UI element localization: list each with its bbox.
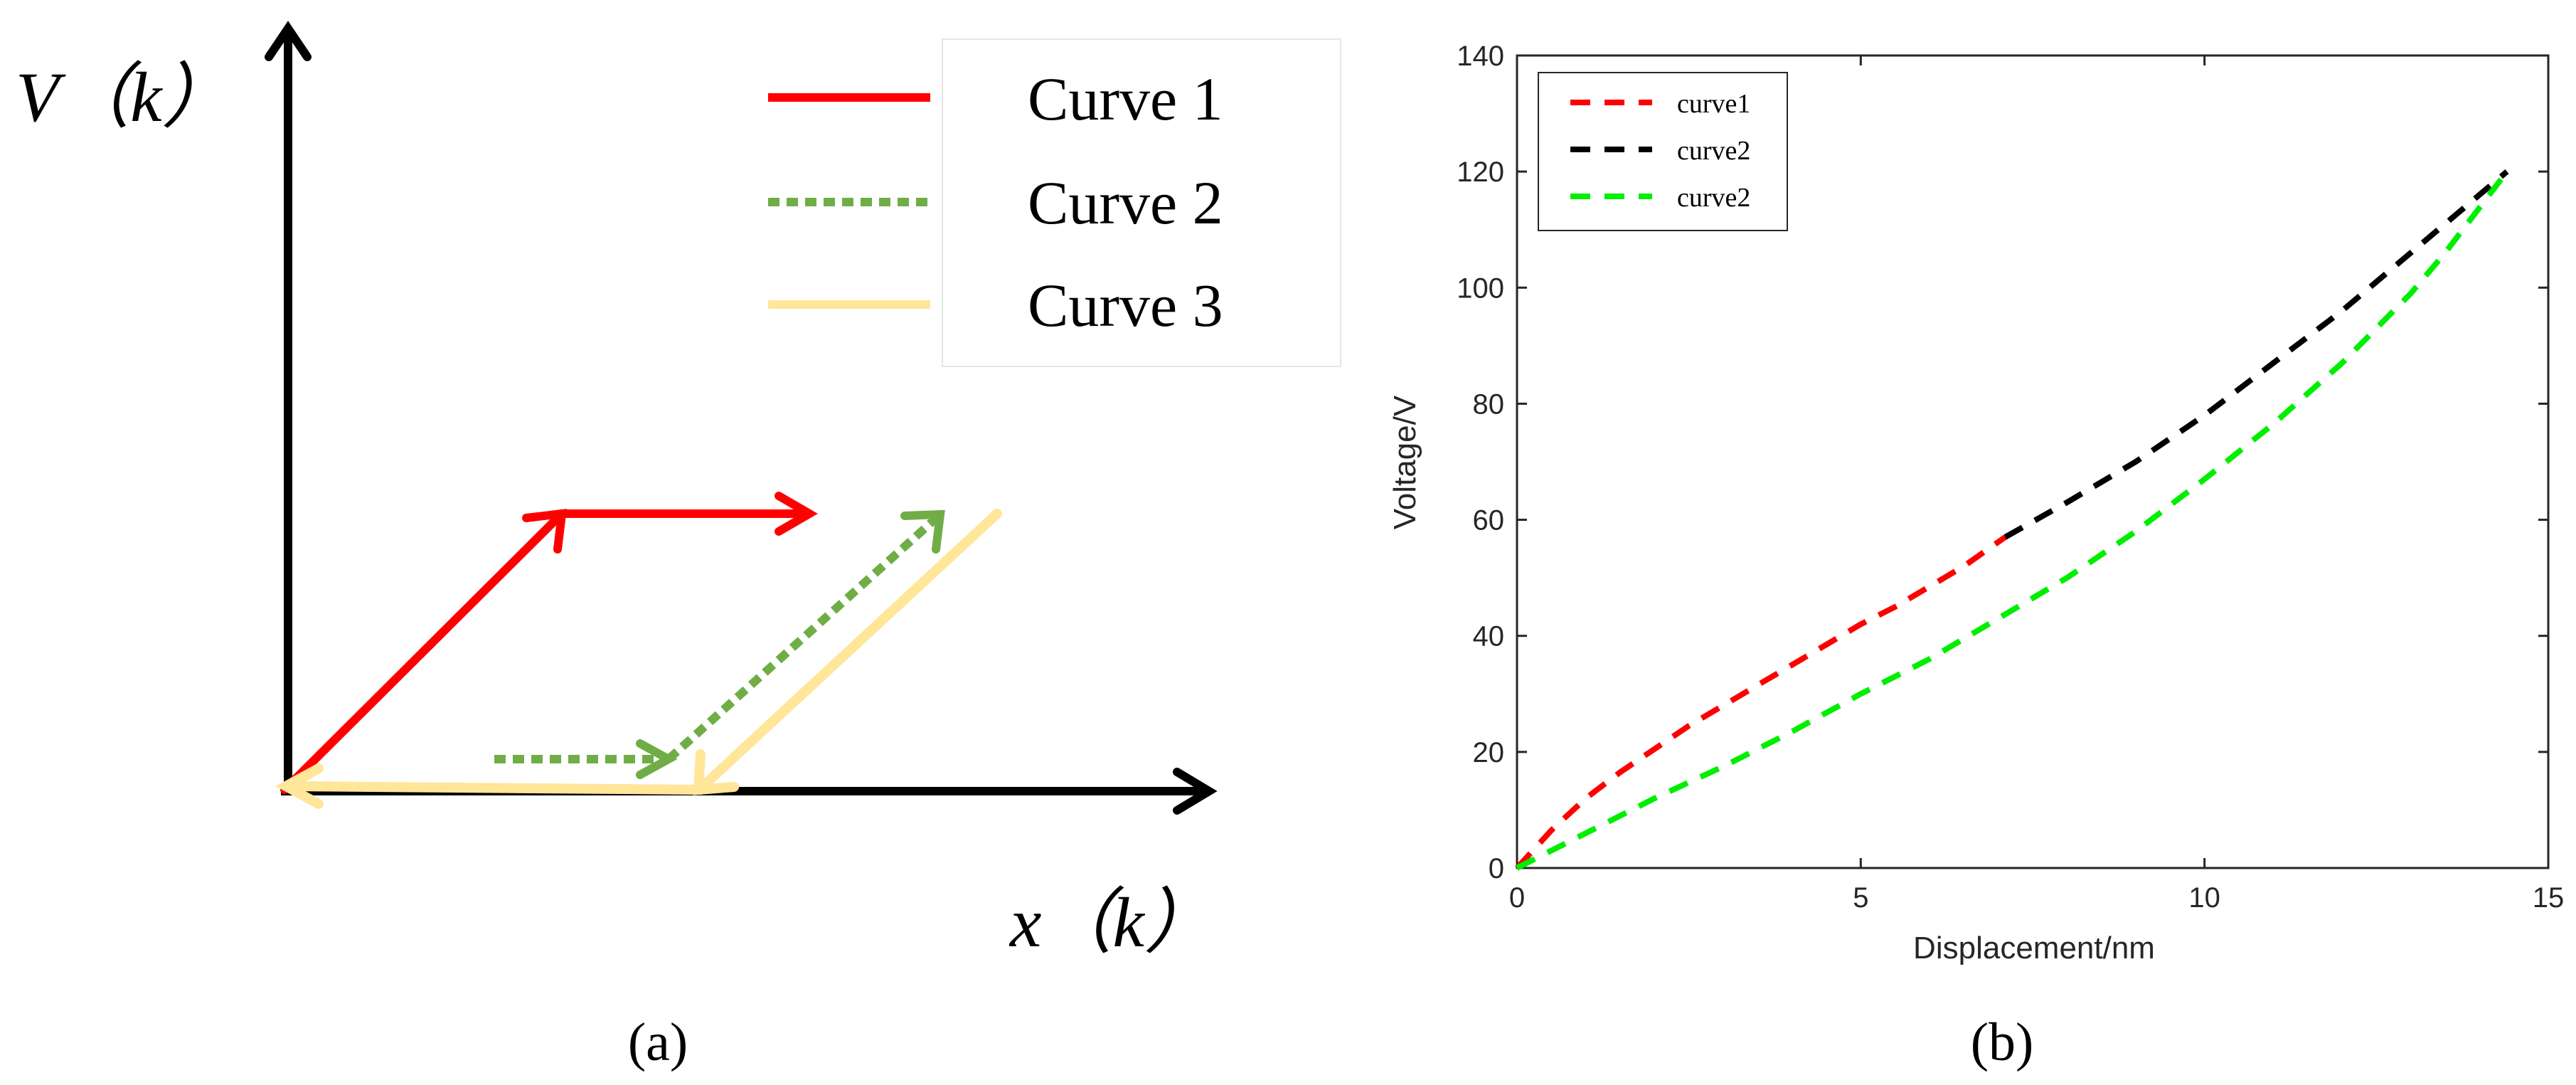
panel-b-x-axis-label: Displacement/nm bbox=[1913, 931, 2155, 965]
curve1-arrowhead-horizontal bbox=[775, 492, 818, 536]
panel-a: V（k） x（k） Curve 1 Curve 2 Curve 3 (a) bbox=[16, 21, 1341, 1072]
legend-label-curve-1: Curve 1 bbox=[1028, 65, 1223, 133]
y-tick-label-7: 140 bbox=[1457, 41, 1504, 72]
curve1-segment-diagonal bbox=[280, 509, 566, 794]
y-tick-label-5: 100 bbox=[1457, 272, 1504, 304]
y-tick-label-0: 0 bbox=[1489, 853, 1504, 884]
y-tick-label-2: 40 bbox=[1473, 621, 1505, 652]
panel-b-caption: (b) bbox=[1971, 1012, 2034, 1072]
x-tick-label-2: 10 bbox=[2188, 882, 2220, 914]
series-line-2 bbox=[2003, 169, 2509, 540]
panel-b: 0 5 10 15 0 20 40 60 80 100 120 140 curve1 curve2 curv… bbox=[1388, 41, 2564, 1072]
panel-b-plot: 0 5 10 15 0 20 40 60 80 100 120 140 curve1 curve2 curv… bbox=[1457, 41, 2564, 914]
x-tick-label-3: 15 bbox=[2533, 882, 2565, 914]
series-line-3 bbox=[1516, 169, 2510, 871]
y-tick-label-1: 20 bbox=[1473, 737, 1505, 768]
panel-b-legend-label-3: curve2 bbox=[1677, 183, 1750, 213]
curve3-segment-diagonal bbox=[696, 509, 1002, 793]
curve3-arrowhead-horizontal bbox=[275, 763, 324, 809]
curve3-segment-horizontal bbox=[283, 781, 706, 795]
y-tick-label-3: 60 bbox=[1473, 505, 1505, 536]
panel-a-legend-box bbox=[942, 38, 1341, 367]
panel-b-y-axis-label: Voltage/V bbox=[1388, 395, 1422, 529]
x-tick-label-1: 5 bbox=[1853, 882, 1868, 914]
panel-a-caption: (a) bbox=[628, 1012, 688, 1072]
series-line-1 bbox=[1515, 534, 2007, 870]
y-tick-label-6: 120 bbox=[1457, 157, 1504, 188]
legend-label-curve-2: Curve 2 bbox=[1028, 169, 1223, 237]
curve2-segment-diagonal bbox=[665, 512, 942, 763]
panel-a-x-axis-arrowhead bbox=[1173, 768, 1218, 815]
legend-label-curve-3: Curve 3 bbox=[1028, 271, 1223, 339]
panel-a-legend: Curve 1 Curve 2 Curve 3 bbox=[768, 38, 1341, 367]
panel-a-x-axis-label: x（k） bbox=[1008, 883, 1215, 962]
x-tick-label-0: 0 bbox=[1509, 882, 1525, 914]
panel-b-legend-label-1: curve1 bbox=[1677, 89, 1750, 119]
curve2-arrowhead-diagonal bbox=[900, 509, 945, 554]
y-tick-label-4: 80 bbox=[1473, 388, 1505, 420]
panel-a-y-axis-label: V（k） bbox=[16, 58, 233, 137]
panel-a-y-axis-arrowhead bbox=[265, 21, 312, 61]
panel-b-legend-label-2: curve2 bbox=[1677, 136, 1750, 166]
